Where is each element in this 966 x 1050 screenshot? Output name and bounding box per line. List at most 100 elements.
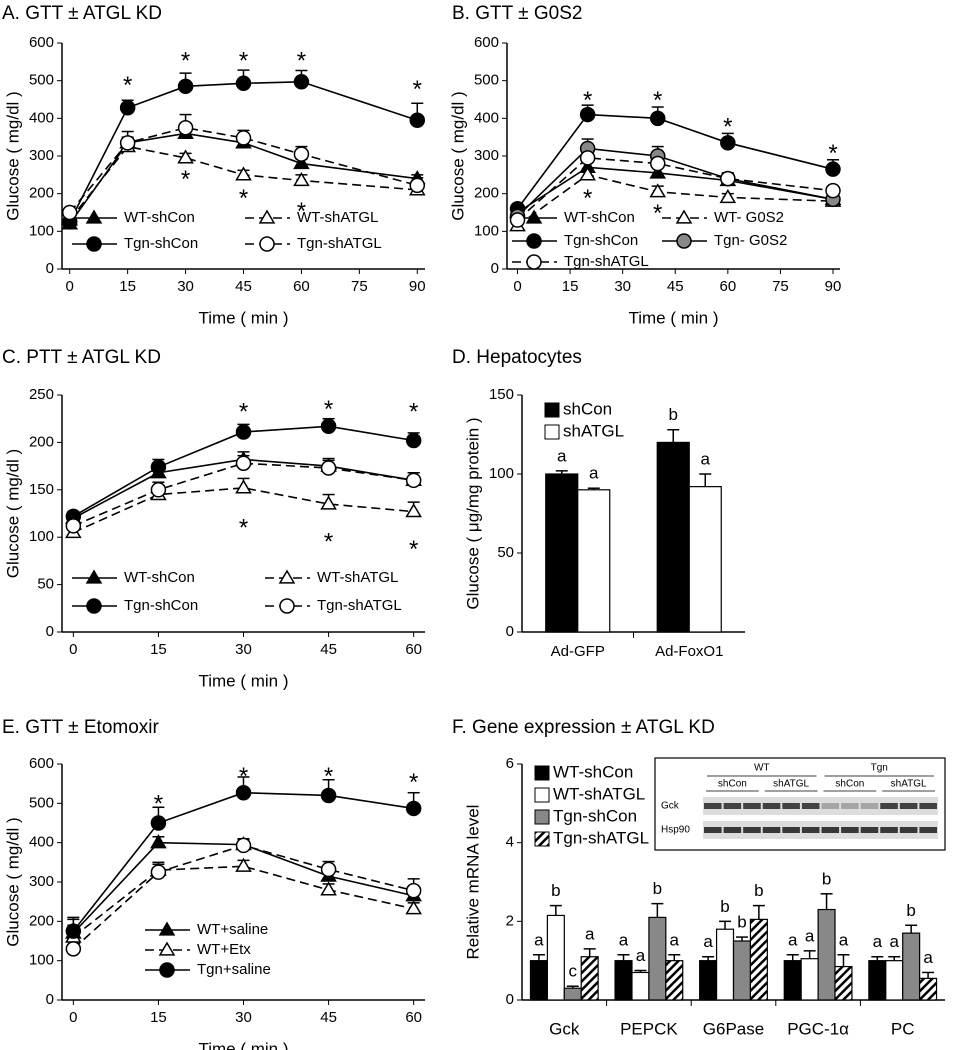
marker — [235, 479, 252, 494]
marker — [119, 100, 136, 116]
marker — [649, 183, 667, 198]
annotation: * — [154, 791, 163, 818]
marker — [235, 166, 252, 181]
x-tick-label: 45 — [667, 278, 684, 295]
legend-label: Tgn-shATGL — [553, 828, 649, 847]
marker — [405, 472, 422, 489]
y-tick-label: 100 — [29, 952, 54, 969]
legend-label: WT- G0S2 — [714, 209, 784, 226]
series-line — [516, 157, 834, 221]
bar — [919, 977, 938, 1001]
annotation: * — [297, 48, 306, 75]
y-tick-label: 2 — [506, 912, 514, 929]
legend-label: Tgn-shCon — [124, 235, 198, 252]
annotation: * — [324, 396, 333, 423]
inset-row-label: Gck — [661, 801, 680, 812]
marker — [320, 861, 337, 878]
blot-band — [782, 803, 800, 809]
legend-marker — [675, 209, 693, 224]
blot-bg — [703, 797, 938, 815]
y-tick-label: 150 — [489, 386, 514, 403]
legend-label: Tgn-shATGL — [564, 253, 649, 270]
y-tick-label: 500 — [29, 72, 54, 89]
legend-marker — [258, 209, 276, 224]
legend-label: shATGL — [563, 421, 624, 440]
y-tick-label: 50 — [497, 544, 514, 561]
blot-band — [821, 827, 840, 833]
annotation: * — [409, 769, 418, 796]
annotation: * — [181, 48, 190, 75]
y-tick-label: 600 — [29, 34, 54, 51]
bar-letter: b — [737, 913, 746, 932]
blot-band — [704, 827, 722, 833]
bar — [688, 486, 722, 633]
blot-band — [841, 827, 859, 833]
blot-band — [899, 827, 918, 833]
bar-letter: b — [754, 881, 763, 900]
bar-letter: b — [720, 897, 729, 916]
marker — [320, 495, 337, 510]
blot-band — [919, 827, 937, 833]
marker — [579, 150, 596, 166]
legend-label: Tgn-shCon — [564, 232, 638, 249]
marker — [293, 74, 310, 90]
marker — [235, 837, 252, 854]
bar — [834, 965, 853, 1001]
marker — [405, 900, 422, 915]
marker — [579, 166, 596, 181]
bar-letter: b — [822, 869, 831, 888]
bar-letter: a — [636, 946, 646, 965]
marker — [405, 432, 422, 449]
legend-marker — [158, 941, 176, 956]
x-tick-label: PEPCK — [620, 1019, 678, 1038]
legend-marker — [85, 209, 103, 224]
bar — [715, 928, 735, 1001]
x-tick-label: 90 — [825, 278, 842, 295]
legend-label: Tgn-shATGL — [317, 597, 402, 614]
bar-letter: a — [701, 449, 711, 468]
marker — [235, 857, 252, 872]
marker — [150, 482, 167, 498]
legend-marker — [86, 598, 102, 614]
panel-title: F. Gene expression ± ATGL KD — [452, 717, 715, 738]
y-tick-label: 6 — [506, 755, 514, 772]
marker — [65, 923, 82, 939]
blot-band — [723, 827, 742, 833]
legend-label: WT-shCon — [124, 209, 195, 226]
x-tick-label: 30 — [235, 641, 252, 658]
marker — [293, 155, 310, 170]
bar — [885, 960, 904, 1001]
marker — [177, 149, 194, 164]
bar-letter: a — [873, 932, 883, 951]
blot-bg — [703, 821, 938, 839]
legend-marker — [159, 962, 175, 978]
y-tick-label: 300 — [29, 147, 54, 164]
legend-label: Tgn-shCon — [553, 806, 637, 825]
y-tick-label: 100 — [29, 528, 54, 545]
legend-label: Tgn-shATGL — [297, 235, 382, 252]
x-tick-label: 0 — [69, 641, 77, 658]
marker — [320, 787, 337, 804]
y-tick-label: 4 — [506, 834, 514, 851]
y-tick-label: 200 — [29, 912, 54, 929]
marker — [649, 155, 666, 172]
bar-letter: a — [923, 948, 933, 967]
bar — [580, 956, 599, 1001]
y-axis-label: Glucose ( mg/dl ) — [3, 817, 22, 946]
x-tick-label: 15 — [150, 641, 167, 658]
bar — [732, 940, 752, 1001]
legend-label: Tgn-shCon — [124, 597, 198, 614]
bar — [545, 473, 579, 633]
panel-title: A. GTT ± ATGL KD — [2, 3, 162, 24]
annotation: * — [583, 185, 592, 212]
marker — [177, 78, 194, 95]
x-tick-label: Ad-FoxO1 — [655, 643, 723, 660]
y-tick-label: 600 — [474, 34, 499, 51]
series-line — [73, 462, 414, 527]
panel-title: E. GTT ± Etomoxir — [2, 717, 159, 738]
x-tick-label: G6Pase — [703, 1019, 764, 1038]
marker — [61, 204, 78, 221]
x-tick-label: 45 — [320, 641, 337, 658]
y-tick-label: 50 — [37, 576, 54, 593]
x-tick-label: 0 — [513, 278, 521, 295]
